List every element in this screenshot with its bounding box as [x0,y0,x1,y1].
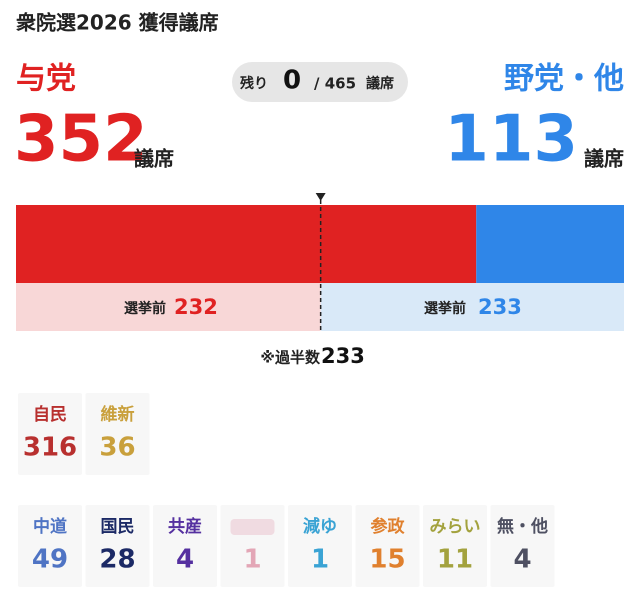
title: 衆院選2026 獲得議席 [16,11,219,35]
party-seats: 1 [243,545,261,575]
party-card [85,505,150,587]
remaining-label: 残り [240,75,268,92]
opposition-unit: 議席 [584,147,624,171]
party-card [18,393,82,475]
party-card [18,505,82,587]
remaining-pill [232,62,408,102]
party-name: みらい [430,517,481,537]
party-card [220,505,285,587]
opposition-bar [476,205,624,283]
party-name: 維新 [101,404,135,425]
party-name: 中道 [33,516,67,537]
party-name: 参政 [371,516,406,537]
party-seats: 49 [32,545,68,575]
majority-seats: 233 [321,344,365,368]
remaining-count: 0 [283,66,301,96]
opposition-seats: 113 [444,103,578,177]
ruling-before-label: 選挙前 [124,300,166,317]
opposition-before-label: 選挙前 [424,300,466,317]
ruling-name: 与党 [16,62,76,97]
ruling-seats: 352 [14,103,148,177]
ruling-bar [16,205,477,283]
ruling-before: 232 [174,295,218,319]
party-name: 減ゆ [303,516,337,537]
party-seats: 11 [437,545,473,575]
party-card [153,505,217,587]
ruling-unit: 議席 [134,147,174,171]
party-name: 自民 [33,404,67,425]
party-seats: 4 [176,545,194,575]
party-seats: 1 [311,545,329,575]
party-seats: 28 [99,545,135,575]
opposition-before-band [320,283,624,331]
party-seats: 316 [23,433,77,463]
party-name: 共産 [168,516,202,537]
party-name: 国民 [101,517,135,537]
party-card [355,505,420,587]
party-name: 無・他 [497,516,548,537]
opposition-before: 233 [478,295,522,319]
party-card [423,505,487,587]
party-card [85,393,150,475]
party-seats: 36 [99,433,135,463]
blurred-name [230,519,275,535]
party-card [288,505,352,587]
opposition-name: 野党・他 [504,62,624,97]
majority-marker [315,193,326,201]
remaining-total: / 465 [314,75,356,93]
remaining-unit: 議席 [366,75,394,92]
party-card [490,505,555,587]
party-seats: 15 [369,545,405,575]
majority-label: ※過半数 [260,349,321,367]
ruling-before-band [16,283,321,331]
party-seats: 4 [513,545,531,575]
